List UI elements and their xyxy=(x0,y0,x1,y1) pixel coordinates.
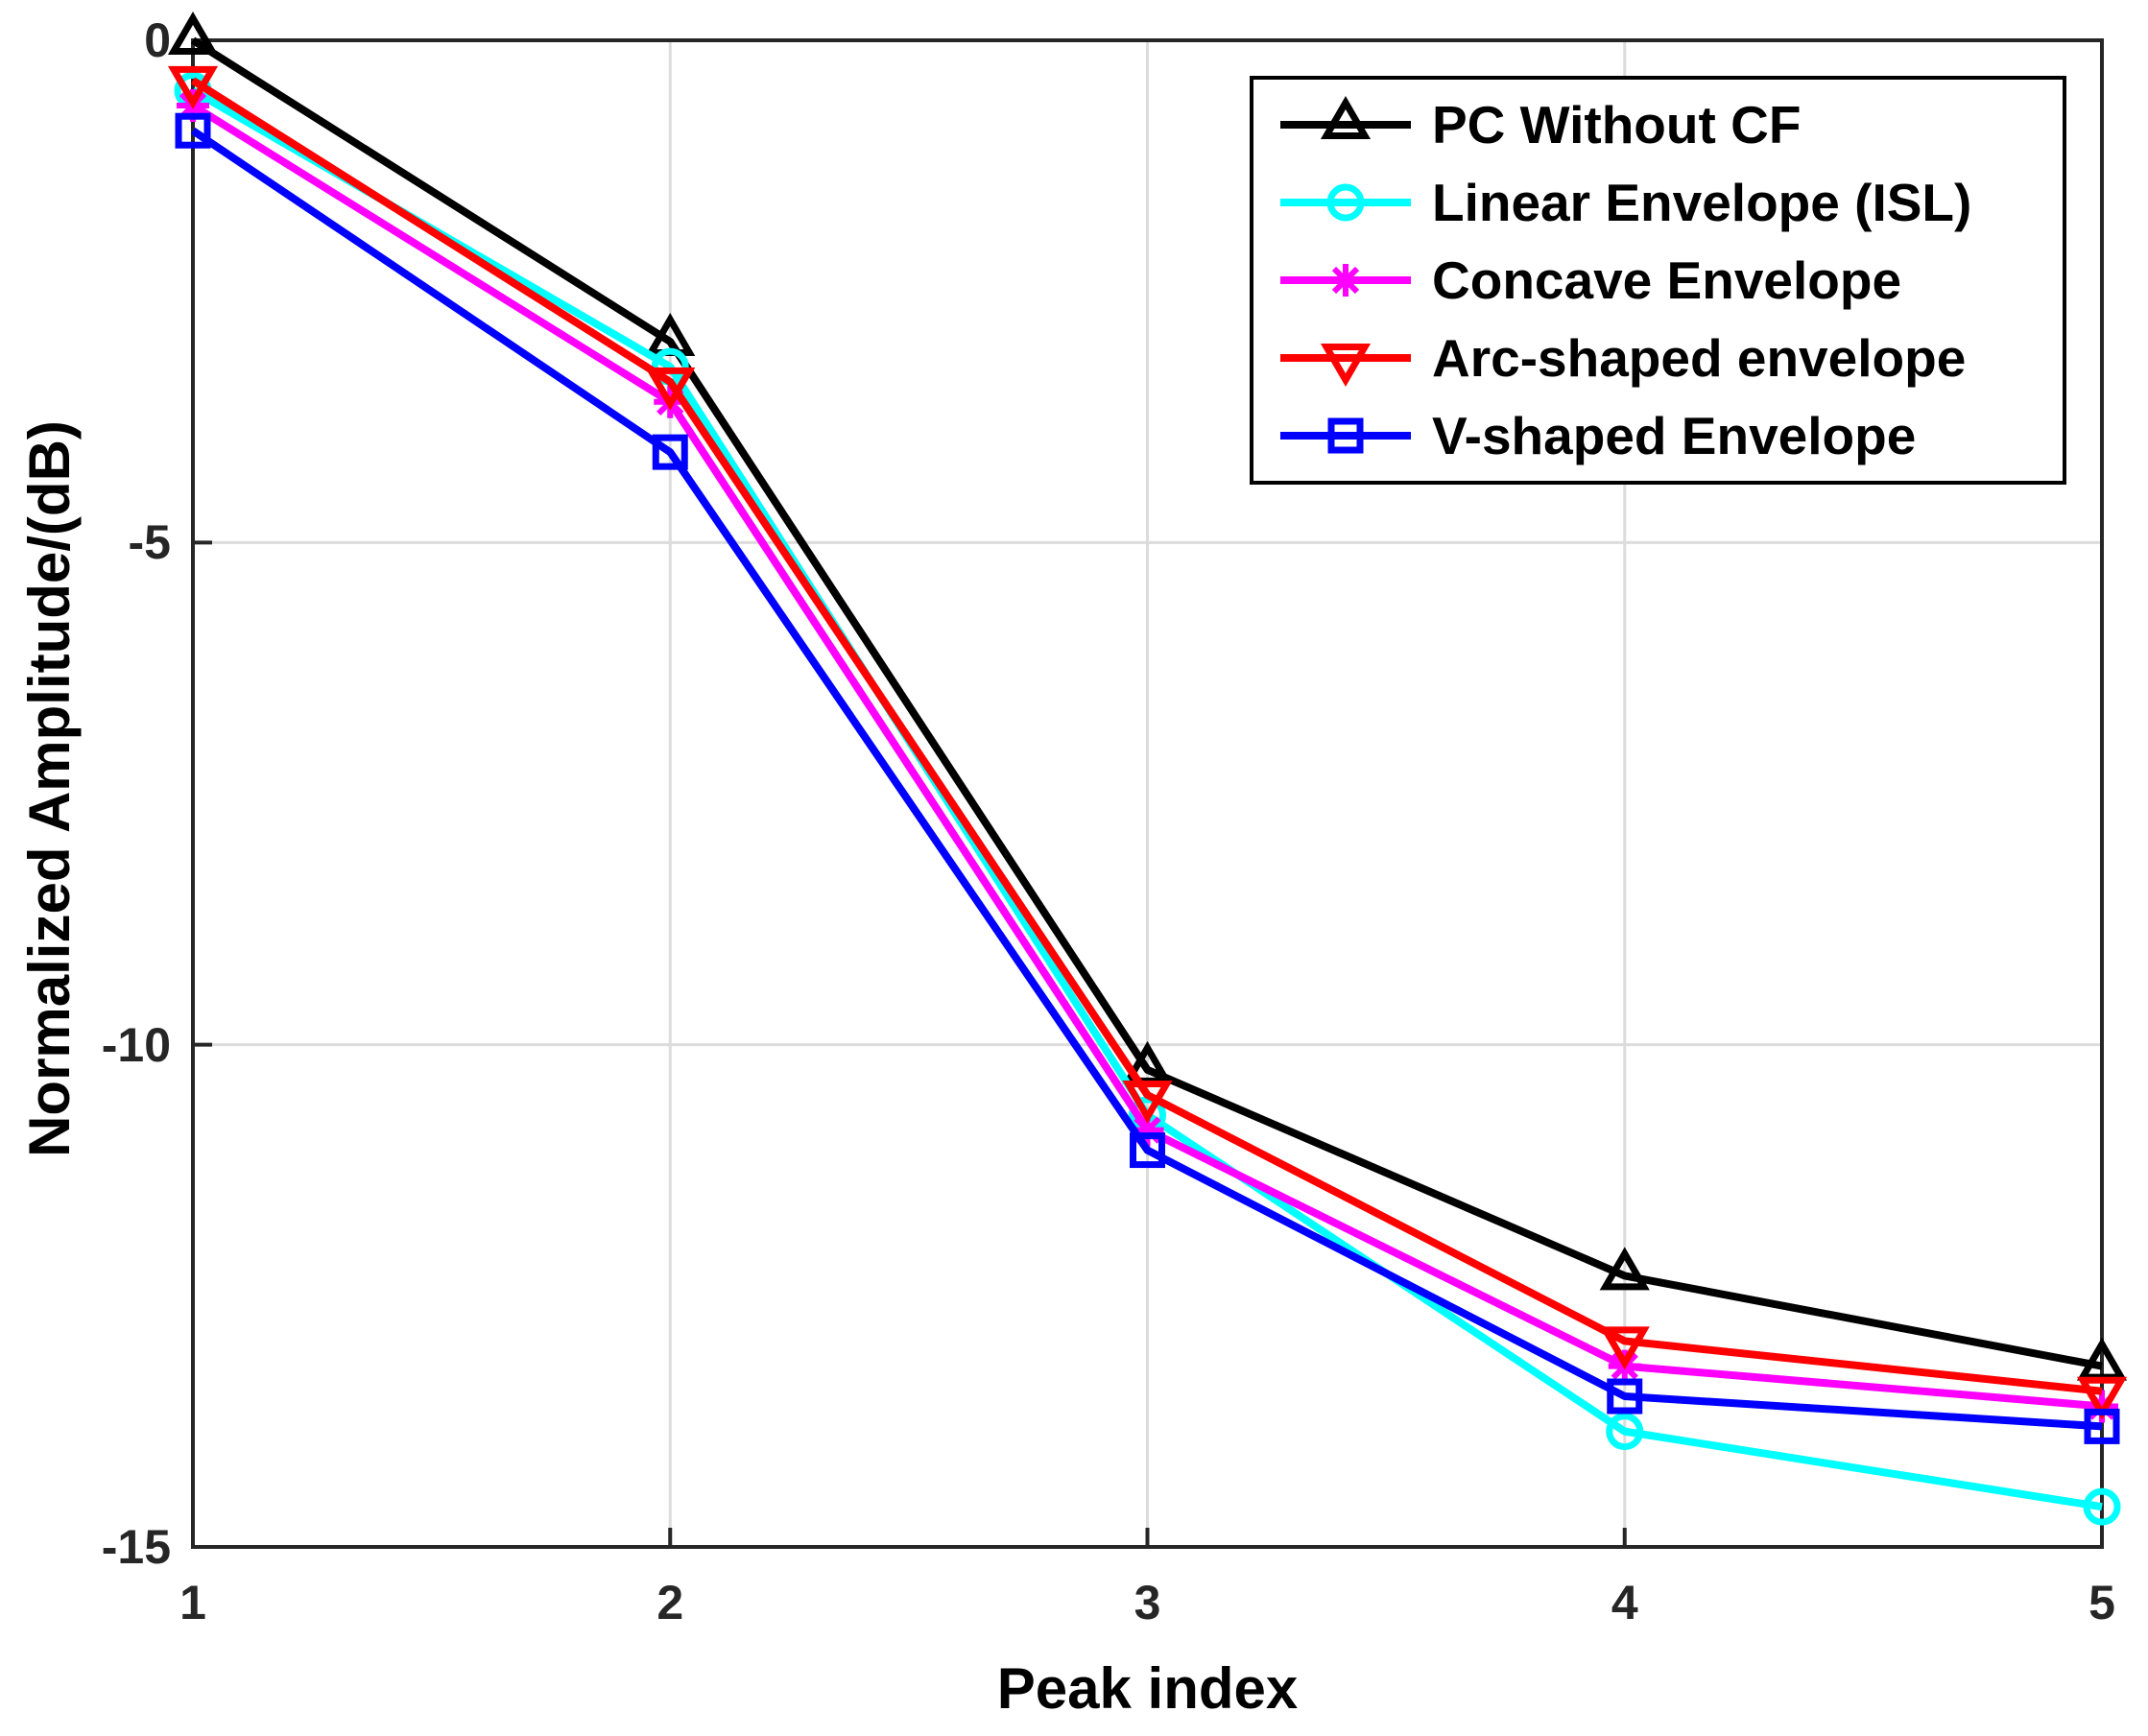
legend-item: PC Without CF xyxy=(1278,86,2057,163)
x-tick-label: 5 xyxy=(2088,1576,2115,1629)
x-tick-label: 3 xyxy=(1134,1576,1161,1629)
series-line-arc-shaped-envelope xyxy=(190,77,2103,1395)
series-pc-without-cf xyxy=(167,12,2128,1381)
legend-swatch-icon xyxy=(1280,263,1411,297)
triangle-down-icon xyxy=(1320,344,1372,388)
square-marker xyxy=(175,112,211,149)
legend-item: Arc-shaped envelope xyxy=(1278,320,2057,396)
legend-item: V-shaped Envelope xyxy=(1278,397,2057,474)
circle-marker xyxy=(2083,1487,2121,1526)
legend-swatch-icon xyxy=(1280,417,1411,454)
asterisk-icon xyxy=(1329,263,1362,297)
triangle-up-icon xyxy=(1320,95,1372,139)
legend-swatch-icon xyxy=(1280,95,1411,139)
triangle-down-marker xyxy=(2076,1376,2128,1420)
legend-item-label: PC Without CF xyxy=(1432,94,1802,155)
legend-item-label: Linear Envelope (ISL) xyxy=(1432,172,1972,232)
triangle-down-marker xyxy=(167,65,219,109)
legend-swatch-icon xyxy=(1280,183,1411,222)
legend: PC Without CF Linear Envelope (ISL) Conc… xyxy=(1250,76,2066,485)
triangle-down-marker xyxy=(1599,1326,1650,1370)
axis-ticks xyxy=(191,38,2104,1549)
triangle-down-marker xyxy=(1122,1081,1173,1124)
legend-item-label: Concave Envelope xyxy=(1432,250,1902,310)
series-arc-shaped-envelope xyxy=(167,65,2128,1420)
series-line-pc-without-cf xyxy=(190,36,2103,1370)
x-axis-label: Peak index xyxy=(996,1656,1299,1721)
asterisk-marker xyxy=(1131,1113,1164,1147)
square-marker xyxy=(1607,1378,1643,1415)
circle-marker xyxy=(1606,1413,1644,1451)
y-tick-label: -15 xyxy=(101,1520,171,1574)
legend-swatch-icon xyxy=(1280,344,1411,388)
triangle-up-marker xyxy=(1599,1247,1650,1291)
series-v-shaped-envelope xyxy=(175,112,2120,1444)
y-tick-label: -10 xyxy=(101,1017,171,1072)
x-tick-label: 1 xyxy=(179,1576,206,1629)
legend-item-label: Arc-shaped envelope xyxy=(1432,328,1967,389)
legend-item: Concave Envelope xyxy=(1278,242,2057,319)
triangle-up-marker xyxy=(167,12,219,55)
square-icon xyxy=(1327,417,1364,454)
y-tick-label: -5 xyxy=(128,515,171,570)
triangle-down-marker xyxy=(645,367,696,411)
legend-item: Linear Envelope (ISL) xyxy=(1278,164,2057,241)
x-tick-label: 2 xyxy=(656,1576,684,1629)
y-axis-label: Normalized Amplitude/(dB) xyxy=(17,420,82,1157)
series-line-v-shaped-envelope xyxy=(190,127,2103,1431)
square-marker xyxy=(2084,1408,2120,1444)
legend-item-label: V-shaped Envelope xyxy=(1432,406,1917,466)
y-tick-label: 0 xyxy=(144,13,171,67)
circle-icon xyxy=(1326,183,1365,222)
x-tick-label: 4 xyxy=(1611,1576,1638,1629)
square-marker xyxy=(652,434,688,470)
square-marker xyxy=(1130,1132,1165,1169)
asterisk-marker xyxy=(2086,1390,2118,1423)
